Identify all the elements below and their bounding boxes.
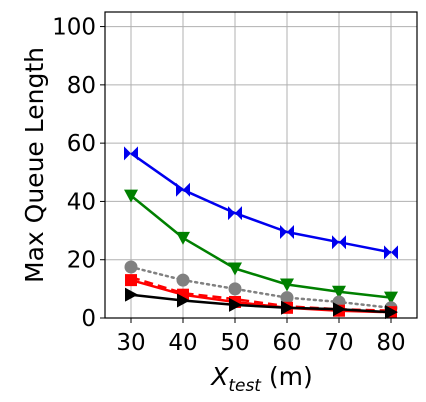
- series-2: [124, 260, 398, 315]
- x-tick-label: 60: [272, 330, 301, 356]
- series-line: [130, 276, 392, 312]
- data-point: [281, 300, 294, 315]
- data-point: [228, 282, 242, 296]
- series-5: [125, 287, 398, 320]
- data-point: [339, 235, 346, 250]
- x-axis-label-unit: (m): [261, 362, 313, 391]
- series-line: [130, 293, 392, 314]
- data-point: [176, 273, 190, 287]
- data-point: [228, 262, 242, 276]
- data-point: [391, 245, 398, 260]
- data-point: [332, 235, 339, 250]
- data-point: [280, 225, 287, 240]
- series-line: [129, 265, 393, 310]
- series-line: [130, 194, 392, 299]
- data-point: [183, 182, 190, 197]
- y-axis-label: Max Queue Length: [20, 47, 49, 283]
- data-point: [280, 278, 294, 292]
- series-layer: [124, 146, 398, 320]
- y-tick-label: 100: [52, 15, 96, 41]
- series-line: [130, 152, 392, 254]
- data-point: [384, 291, 398, 305]
- data-point: [280, 291, 294, 305]
- data-point: [124, 260, 138, 274]
- data-point: [125, 287, 138, 302]
- x-tick-label: 40: [168, 330, 197, 356]
- grid: [105, 12, 417, 319]
- data-point: [385, 305, 398, 320]
- data-point: [229, 297, 242, 312]
- series-1: [124, 189, 398, 305]
- data-point: [333, 302, 346, 317]
- x-axis-label-subscript: test: [228, 376, 262, 396]
- x-tick-label: 30: [116, 330, 145, 356]
- y-tick-label: 40: [67, 189, 96, 215]
- data-point: [228, 206, 235, 221]
- data-point: [131, 146, 138, 161]
- x-tick-label: 70: [324, 330, 353, 356]
- data-point: [384, 245, 391, 260]
- y-tick-label: 0: [81, 306, 96, 332]
- data-point: [177, 293, 190, 308]
- series-4: [125, 274, 397, 319]
- series-0: [124, 146, 398, 260]
- x-tick-label: 80: [376, 330, 405, 356]
- y-tick-label: 20: [67, 248, 96, 274]
- data-point: [124, 146, 131, 161]
- data-point: [176, 182, 183, 197]
- y-tick-label: 60: [67, 131, 96, 157]
- series-3: [130, 276, 392, 312]
- y-tick-label: 80: [67, 73, 96, 99]
- data-point: [125, 274, 137, 287]
- data-point: [332, 285, 346, 299]
- data-point: [176, 231, 190, 245]
- x-axis-label: Xtest (m): [209, 362, 313, 396]
- x-axis-label-main: X: [209, 362, 229, 391]
- data-point: [287, 225, 294, 240]
- data-point: [124, 189, 138, 203]
- x-tick-label: 50: [220, 330, 249, 356]
- data-point: [235, 206, 242, 221]
- ticks: 30 40 50 60 70 80 0 20 40 60 80 100: [52, 15, 406, 356]
- plot-frame: [104, 11, 418, 319]
